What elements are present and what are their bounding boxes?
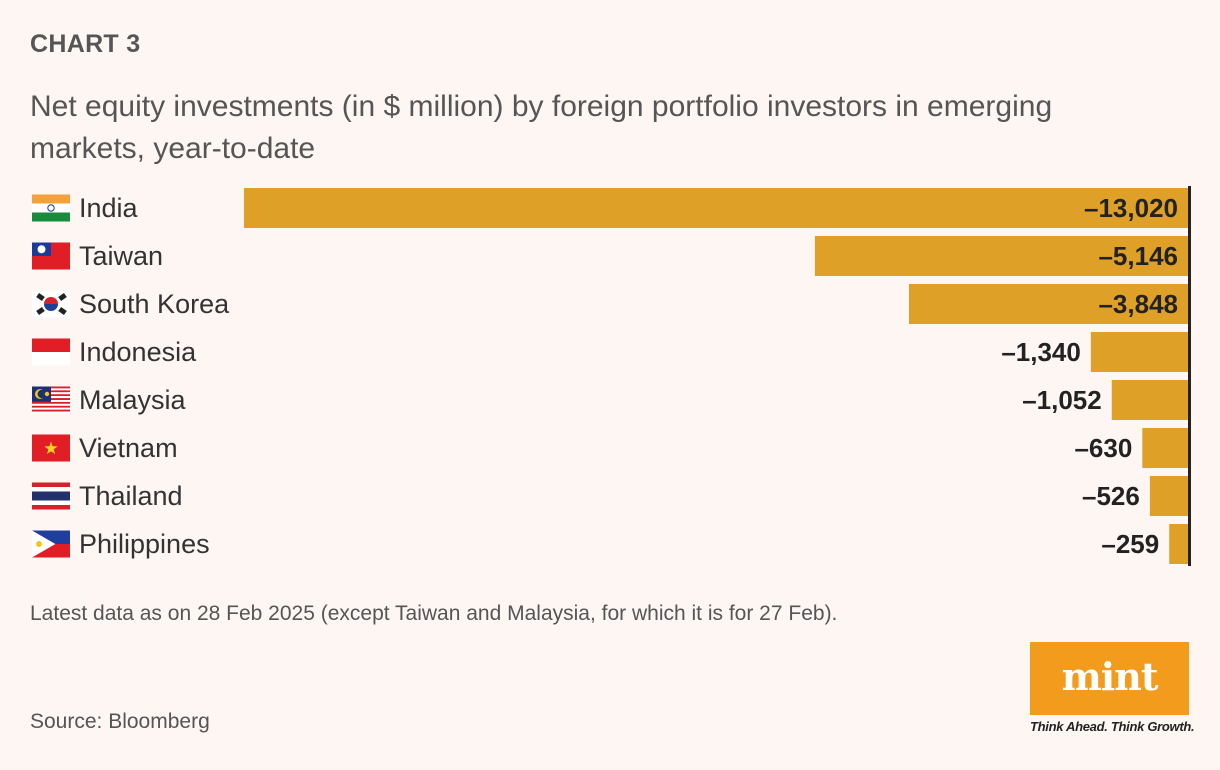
bar bbox=[244, 188, 1188, 228]
taiwan-flag-icon bbox=[32, 242, 70, 270]
mint-logo: mint bbox=[1030, 642, 1189, 715]
category-label: Malaysia bbox=[79, 385, 187, 415]
category-label: Vietnam bbox=[79, 433, 178, 463]
category-label: Philippines bbox=[79, 529, 210, 559]
chart-title: Net equity investments (in $ million) by… bbox=[30, 90, 1053, 165]
bar bbox=[909, 284, 1188, 324]
category-label: South Korea bbox=[79, 289, 230, 319]
footnote: Latest data as on 28 Feb 2025 (except Ta… bbox=[30, 602, 838, 625]
vietnam-flag-icon bbox=[32, 434, 70, 462]
value-label: –3,848 bbox=[1098, 289, 1178, 319]
bar bbox=[1090, 332, 1188, 372]
value-label: –526 bbox=[1082, 481, 1140, 511]
value-label: –1,340 bbox=[1001, 337, 1081, 367]
indonesia-flag-icon bbox=[32, 338, 70, 366]
philippines-flag-icon bbox=[32, 530, 70, 558]
logo-tagline: Think Ahead. Think Growth. bbox=[1030, 719, 1195, 734]
south-korea-flag-icon bbox=[32, 290, 70, 318]
value-label: –630 bbox=[1074, 433, 1132, 463]
category-label: India bbox=[79, 193, 139, 223]
bar bbox=[1169, 524, 1188, 564]
logo-wordmark: mint bbox=[1061, 654, 1159, 699]
thailand-flag-icon bbox=[32, 482, 70, 510]
category-label: Indonesia bbox=[79, 337, 197, 367]
value-label: –1,052 bbox=[1022, 385, 1102, 415]
value-label: –5,146 bbox=[1098, 241, 1178, 271]
chart-label: CHART 3 bbox=[30, 30, 141, 58]
malaysia-flag-icon bbox=[32, 386, 70, 414]
category-label: Thailand bbox=[79, 481, 183, 511]
bar bbox=[1142, 428, 1188, 468]
value-label: –259 bbox=[1101, 529, 1159, 559]
bar-chart: India –13,020 Taiwan –5,146 South Korea –3,84… bbox=[32, 186, 1191, 566]
category-label: Taiwan bbox=[79, 241, 163, 271]
value-label: –13,020 bbox=[1084, 193, 1178, 223]
india-flag-icon bbox=[32, 194, 70, 222]
bar bbox=[1149, 476, 1188, 516]
bar bbox=[1111, 380, 1188, 420]
bar bbox=[814, 236, 1188, 276]
source-note: Source: Bloomberg bbox=[30, 710, 210, 733]
